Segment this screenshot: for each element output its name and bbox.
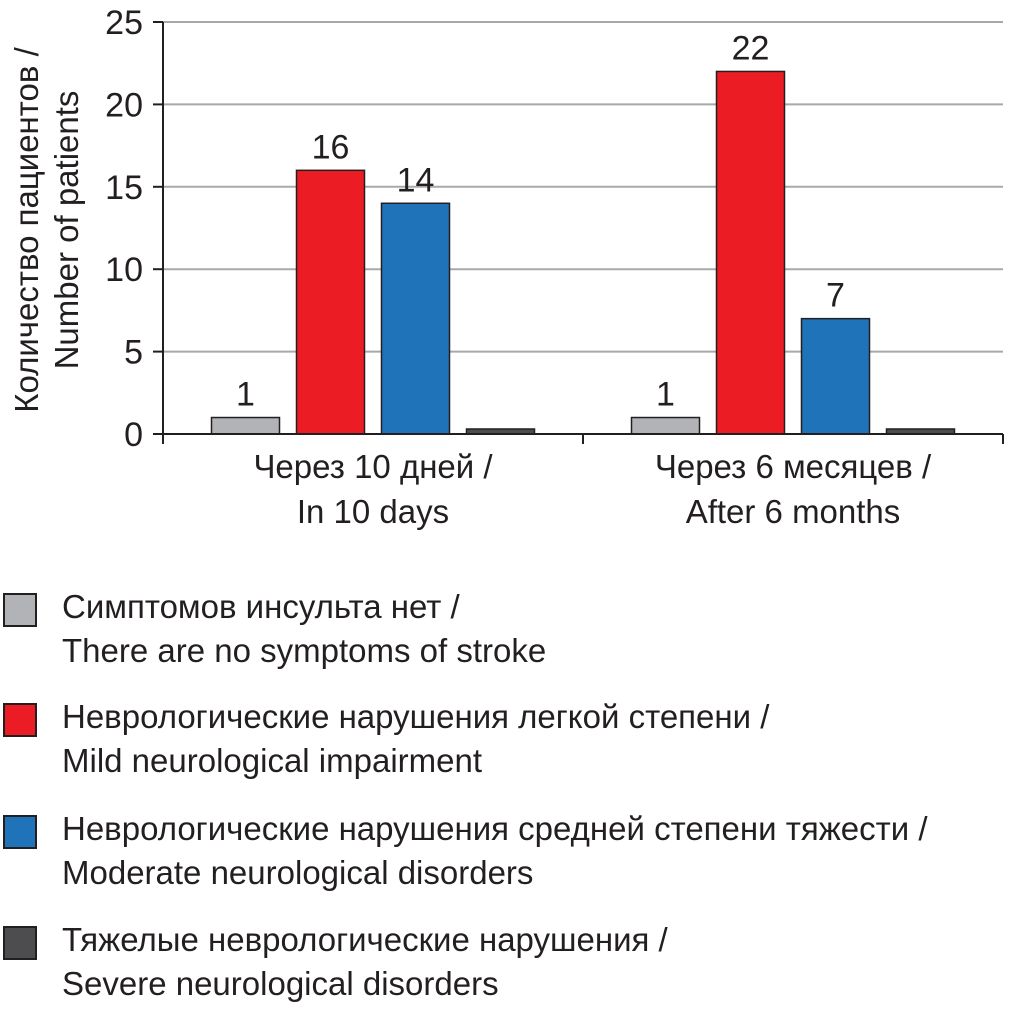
legend-label-moderate: Неврологические нарушения средней степен… bbox=[62, 810, 928, 891]
legend-swatch-moderate bbox=[3, 815, 37, 849]
legend-item-mild: Неврологические нарушения легкой степени… bbox=[0, 695, 1010, 795]
legend-swatch-severe bbox=[3, 926, 37, 960]
y-tick-label: 0 bbox=[124, 416, 143, 454]
legend-item-no-symptoms: Симптомов инсульта нет / There are no sy… bbox=[0, 585, 1010, 685]
bar bbox=[295, 169, 366, 435]
bar-value-label: 7 bbox=[826, 277, 845, 315]
bar bbox=[380, 202, 451, 435]
bar-value-label: 14 bbox=[397, 161, 435, 199]
y-tick-label: 5 bbox=[124, 334, 143, 372]
legend-item-severe: Тяжелые неврологические нарушения / Seve… bbox=[0, 918, 1010, 1018]
bar bbox=[210, 416, 281, 435]
legend-swatch-mild bbox=[3, 703, 37, 737]
bar bbox=[630, 416, 701, 435]
legend-label-severe: Тяжелые неврологические нарушения / Seve… bbox=[62, 921, 668, 1002]
bar-value-label: 16 bbox=[312, 128, 350, 166]
y-tick-label: 10 bbox=[105, 251, 143, 289]
legend-swatch-no-symptoms bbox=[3, 593, 37, 627]
legend-label-mild: Неврологические нарушения легкой степени… bbox=[62, 698, 770, 779]
y-tick-label: 15 bbox=[105, 169, 143, 207]
x-category-label: Через 6 месяцев / After 6 months bbox=[655, 448, 932, 530]
bar bbox=[800, 317, 871, 435]
bar-value-label: 1 bbox=[656, 376, 675, 414]
legend-label-no-symptoms: Симптомов инсульта нет / There are no sy… bbox=[62, 588, 547, 669]
bar-value-label: 1 bbox=[236, 376, 255, 414]
y-axis-label: Количество пациентов /Number of patients bbox=[8, 46, 85, 412]
bar-value-label: 22 bbox=[732, 29, 770, 67]
x-category-label: Через 10 дней / In 10 days bbox=[253, 448, 493, 530]
y-tick-label: 20 bbox=[105, 86, 143, 124]
legend-item-moderate: Неврологические нарушения средней степен… bbox=[0, 807, 1010, 907]
y-tick-label: 25 bbox=[105, 4, 143, 42]
bar bbox=[715, 70, 786, 435]
bar-chart: 0 5 10 15 20 25 Количество пациентов /Number o… bbox=[8, 4, 1004, 530]
